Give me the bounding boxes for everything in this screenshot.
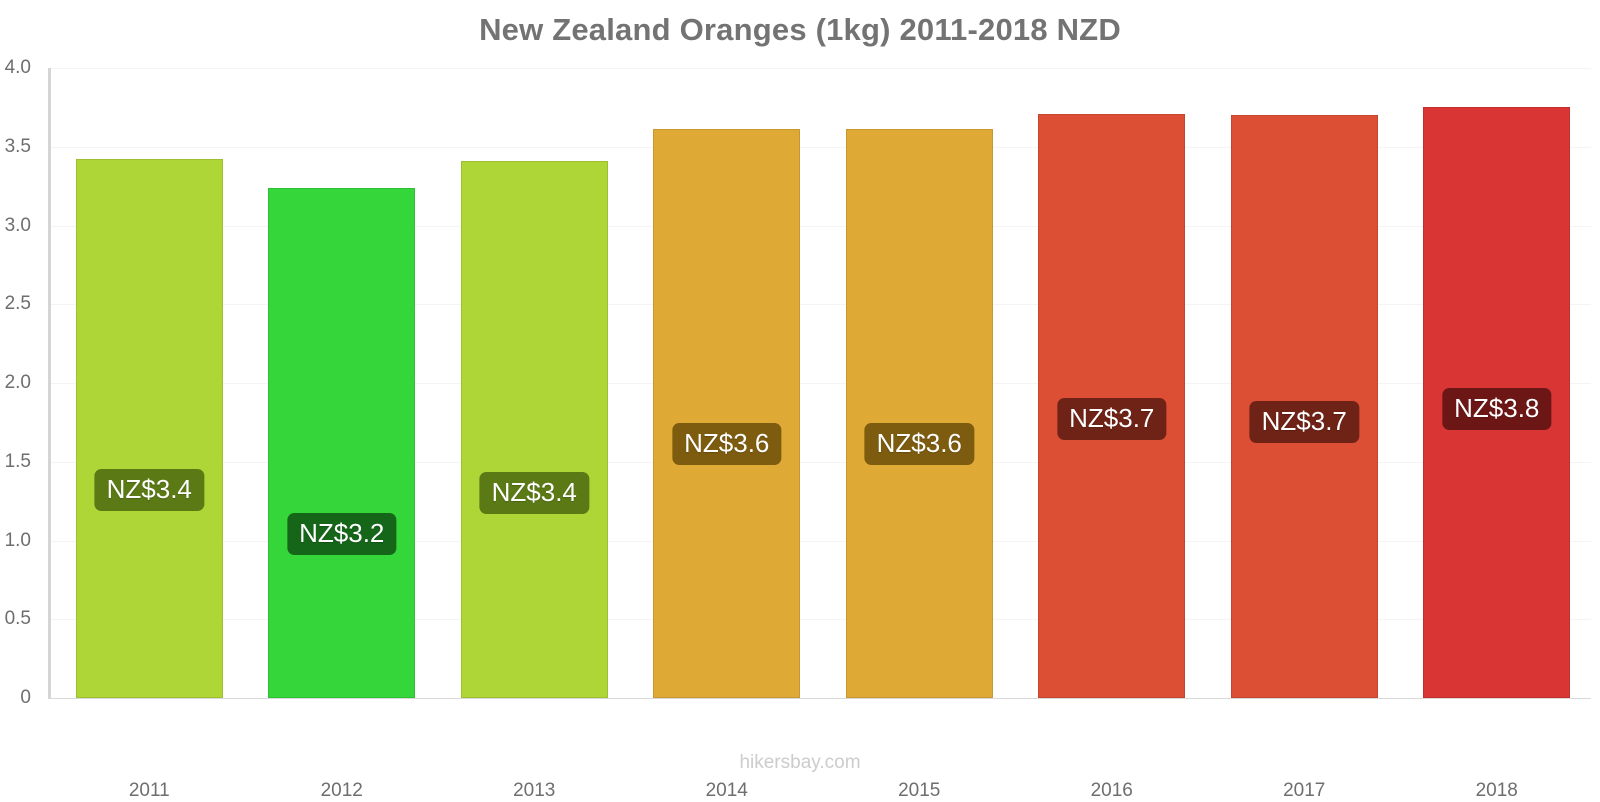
bar-value-label: NZ$3.6 bbox=[672, 422, 782, 465]
bar[interactable]: NZ$3.7 bbox=[1230, 115, 1378, 698]
bar-value-label: NZ$3.7 bbox=[1249, 400, 1359, 443]
y-axis-tick-label: 3.5 bbox=[4, 135, 31, 157]
y-axis-tick-label: 0 bbox=[20, 687, 31, 708]
bar[interactable]: NZ$3.4 bbox=[75, 159, 223, 698]
bar-value-label: NZ$3.4 bbox=[94, 469, 204, 512]
bar-value-label: NZ$3.4 bbox=[479, 471, 589, 514]
gridline bbox=[51, 383, 1591, 384]
x-axis-tick-label: 2018 bbox=[1475, 780, 1518, 801]
plot-area: 0 0.5 1.0 1.5 2.0 2.5 3.0 3.5 4.0 NZ$3.4 2011 NZ$3.… bbox=[5, 57, 1591, 801]
gridline bbox=[51, 304, 1591, 306]
gridline bbox=[51, 540, 1591, 542]
gridline bbox=[51, 68, 1591, 69]
gridline bbox=[51, 619, 1591, 621]
bar[interactable]: NZ$3.2 bbox=[268, 187, 416, 698]
bar-value-label: NZ$3.2 bbox=[287, 513, 397, 556]
bar[interactable]: NZ$3.6 bbox=[845, 129, 993, 698]
bar[interactable]: NZ$3.6 bbox=[653, 129, 801, 698]
footer-credit: hikersbay.com bbox=[739, 752, 861, 773]
y-axis-tick-label: 1.5 bbox=[4, 450, 31, 472]
x-axis-tick-label: 2011 bbox=[128, 780, 170, 801]
x-axis-tick-label: 2012 bbox=[320, 780, 363, 801]
y-axis-tick-label: 4.0 bbox=[4, 57, 31, 78]
bar-value-label: NZ$3.7 bbox=[1057, 398, 1167, 441]
x-axis-tick-label: 2013 bbox=[513, 780, 556, 801]
bar[interactable]: NZ$3.4 bbox=[460, 160, 608, 698]
gridline bbox=[51, 461, 1591, 463]
y-axis-tick-label: 2.0 bbox=[4, 372, 31, 393]
bar-value-label: NZ$3.8 bbox=[1442, 388, 1552, 431]
y-axis-tick-label: 1.0 bbox=[4, 529, 31, 551]
gridline bbox=[51, 225, 1591, 227]
x-axis-tick-label: 2016 bbox=[1090, 780, 1133, 801]
y-axis-line bbox=[48, 68, 51, 699]
bar-value-label: NZ$3.6 bbox=[864, 422, 974, 465]
bar[interactable]: NZ$3.8 bbox=[1423, 107, 1571, 698]
page-title: New Zealand Oranges (1kg) 2011-2018 NZD bbox=[479, 12, 1121, 47]
x-axis-tick-label: 2015 bbox=[898, 780, 941, 801]
y-axis-tick-label: 3.0 bbox=[4, 214, 31, 236]
y-axis-tick-label: 0.5 bbox=[4, 608, 31, 630]
y-axis-tick-label: 2.5 bbox=[4, 293, 31, 315]
gridline bbox=[51, 698, 1591, 699]
x-axis-tick-label: 2017 bbox=[1283, 780, 1326, 801]
x-axis-tick-label: 2014 bbox=[705, 780, 748, 801]
bar[interactable]: NZ$3.7 bbox=[1038, 113, 1186, 698]
gridline bbox=[51, 146, 1591, 148]
